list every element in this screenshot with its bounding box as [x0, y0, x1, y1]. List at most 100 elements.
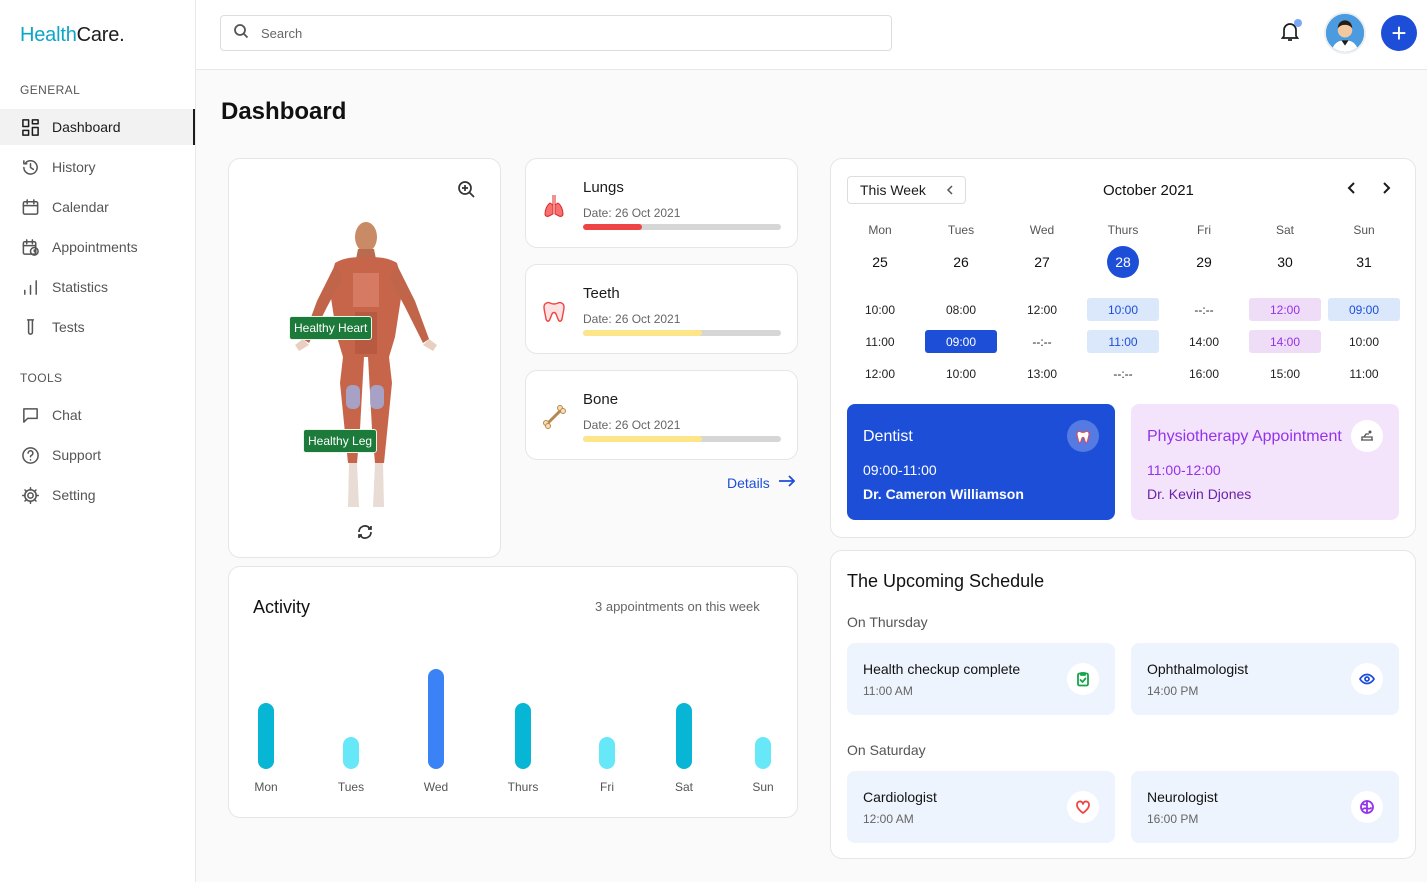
- sidebar-item-support[interactable]: Support: [0, 437, 195, 473]
- tooth-icon: [1067, 420, 1099, 452]
- organ-card-bone[interactable]: Bone Date: 26 Oct 2021: [525, 370, 798, 460]
- time-slot[interactable]: 13:00: [1026, 366, 1058, 381]
- activity-bar-wed[interactable]: [428, 669, 444, 769]
- activity-subtitle: 3 appointments on this week: [595, 599, 760, 614]
- page-title: Dashboard: [221, 98, 347, 125]
- calendar-day-name: Mon: [868, 223, 892, 237]
- calendar-day-27[interactable]: 27: [1034, 254, 1050, 270]
- chevron-left-icon: [1347, 182, 1355, 194]
- activity-bar-thurs[interactable]: [515, 703, 531, 769]
- appointment-doctor: Dr. Cameron Williamson: [863, 486, 1024, 502]
- calendar-day-name: Sun: [1353, 223, 1375, 237]
- upcoming-day-label: On Saturday: [847, 742, 926, 758]
- appointments-icon: [20, 237, 40, 257]
- human-body-figure[interactable]: [285, 217, 447, 509]
- calendar-day-28[interactable]: 28: [1087, 246, 1159, 278]
- time-slot[interactable]: 11:00: [1349, 366, 1379, 381]
- healthy-leg-label[interactable]: Healthy Leg: [303, 429, 378, 453]
- time-slot[interactable]: 08:00: [945, 302, 977, 317]
- schedule-item-neurologist[interactable]: Neurologist 16:00 PM: [1131, 771, 1399, 843]
- organ-card-teeth[interactable]: Teeth Date: 26 Oct 2021: [525, 264, 798, 354]
- organ-date: Date: 26 Oct 2021: [583, 312, 681, 326]
- calendar-icon: [20, 197, 40, 217]
- details-link[interactable]: Details: [727, 474, 796, 491]
- activity-day-label: Sun: [752, 780, 774, 794]
- sidebar-item-label: Setting: [52, 487, 96, 503]
- notification-button[interactable]: [1278, 19, 1304, 47]
- sidebar-item-setting[interactable]: Setting: [0, 477, 195, 513]
- activity-bar-mon[interactable]: [258, 703, 274, 769]
- time-slot[interactable]: 10:00: [945, 366, 977, 381]
- calendar-day-25[interactable]: 25: [872, 254, 888, 270]
- schedule-item-name: Neurologist: [1147, 789, 1218, 805]
- appointment-card-dentist[interactable]: Dentist 09:00-11:00 Dr. Cameron Williams…: [847, 404, 1115, 520]
- schedule-item-name: Health checkup complete: [863, 661, 1021, 677]
- search-input[interactable]: [261, 25, 861, 41]
- details-label: Details: [727, 474, 770, 491]
- week-selector[interactable]: This Week: [847, 176, 966, 204]
- upcoming-schedule-card: The Upcoming Schedule On Thursday Health…: [830, 550, 1416, 859]
- next-month-button[interactable]: [1379, 181, 1393, 195]
- search-box[interactable]: [220, 15, 892, 51]
- activity-bar-sun[interactable]: [755, 737, 771, 769]
- organ-health-fill: [583, 330, 702, 336]
- gear-icon: [20, 485, 40, 505]
- time-slot[interactable]: 11:00: [865, 334, 895, 349]
- time-slot[interactable]: 10:00: [864, 302, 896, 317]
- zoom-in-icon[interactable]: [456, 179, 476, 204]
- tools-section-label: TOOLS: [20, 371, 63, 385]
- time-slot[interactable]: 14:00: [1188, 334, 1220, 349]
- calendar-day-29[interactable]: 29: [1196, 254, 1212, 270]
- time-slot[interactable]: 12:00: [864, 366, 896, 381]
- eye-icon: [1351, 663, 1383, 695]
- sidebar-item-dashboard[interactable]: Dashboard: [0, 109, 195, 145]
- time-slot[interactable]: 12:00: [1026, 302, 1058, 317]
- notification-dot: [1294, 19, 1302, 27]
- time-slot[interactable]: 14:00: [1249, 330, 1321, 353]
- time-slot[interactable]: --:--: [1032, 334, 1052, 349]
- calendar-day-31[interactable]: 31: [1356, 254, 1372, 270]
- time-slot[interactable]: 10:00: [1087, 298, 1159, 321]
- calendar-day-30[interactable]: 30: [1277, 254, 1293, 270]
- healthy-heart-label[interactable]: Healthy Heart: [289, 316, 373, 340]
- activity-day-label: Wed: [423, 780, 449, 794]
- calendar-day-name: Tues: [947, 223, 975, 237]
- schedule-item-cardiologist[interactable]: Cardiologist 12:00 AM: [847, 771, 1115, 843]
- top-bar: +: [196, 0, 1427, 70]
- time-slot[interactable]: 11:00: [1087, 330, 1159, 353]
- schedule-item-time: 12:00 AM: [863, 812, 914, 826]
- activity-bar-fri[interactable]: [599, 737, 615, 769]
- organ-card-lungs[interactable]: Lungs Date: 26 Oct 2021: [525, 158, 798, 248]
- upcoming-day-label: On Thursday: [847, 614, 928, 630]
- time-slot[interactable]: --:--: [1113, 366, 1133, 381]
- week-selector-label: This Week: [860, 182, 926, 198]
- time-slot[interactable]: 10:00: [1348, 334, 1380, 349]
- calendar-day-26[interactable]: 26: [953, 254, 969, 270]
- heart-icon: [1067, 791, 1099, 823]
- sidebar-item-calendar[interactable]: Calendar: [0, 189, 195, 225]
- appointment-card-physiotherapy[interactable]: Physiotherapy Appointment 11:00-12:00 Dr…: [1131, 404, 1399, 520]
- add-button[interactable]: +: [1381, 15, 1417, 51]
- upcoming-title: The Upcoming Schedule: [847, 571, 1045, 591]
- sidebar-item-chat[interactable]: Chat: [0, 397, 195, 433]
- time-slot[interactable]: 15:00: [1269, 366, 1301, 381]
- activity-bar-sat[interactable]: [676, 703, 692, 769]
- rotate-icon[interactable]: [356, 523, 374, 546]
- lungs-icon: [540, 191, 568, 219]
- logo[interactable]: HealthCare.: [20, 24, 125, 47]
- time-slot[interactable]: --:--: [1194, 302, 1214, 317]
- schedule-item-ophthalmologist[interactable]: Ophthalmologist 14:00 PM: [1131, 643, 1399, 715]
- schedule-item-health-checkup[interactable]: Health checkup complete 11:00 AM: [847, 643, 1115, 715]
- time-slot[interactable]: 16:00: [1188, 366, 1220, 381]
- sidebar-item-statistics[interactable]: Statistics: [0, 269, 195, 305]
- activity-bar-tues[interactable]: [343, 737, 359, 769]
- avatar[interactable]: [1324, 12, 1366, 54]
- time-slot[interactable]: 12:00: [1249, 298, 1321, 321]
- sidebar-item-appointments[interactable]: Appointments: [0, 229, 195, 265]
- time-slot[interactable]: 09:00: [925, 330, 997, 353]
- sidebar-item-tests[interactable]: Tests: [0, 309, 195, 345]
- sidebar-item-history[interactable]: History: [0, 149, 195, 185]
- prev-month-button[interactable]: [1345, 181, 1359, 195]
- time-slot[interactable]: 09:00: [1328, 298, 1400, 321]
- appointment-title: Physiotherapy Appointment: [1147, 428, 1342, 445]
